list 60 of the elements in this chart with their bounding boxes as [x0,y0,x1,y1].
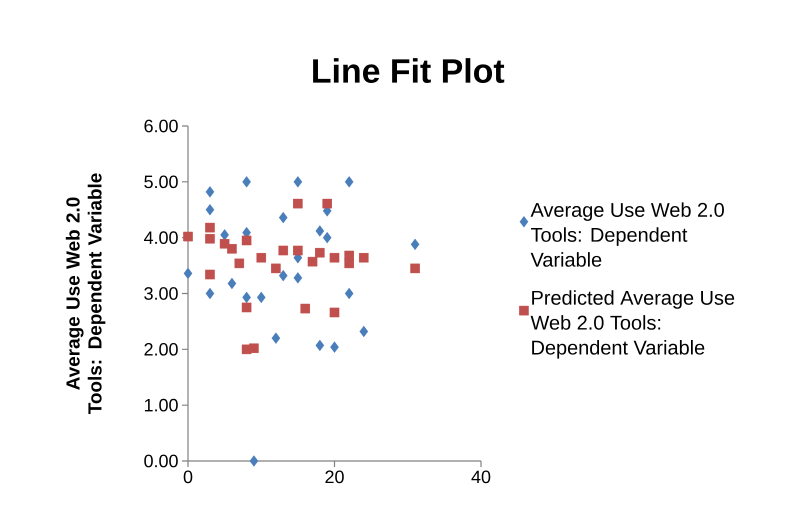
point [242,292,251,304]
point [300,304,310,314]
point [330,252,340,263]
y-tick-label: 1.00 [144,398,178,412]
point [242,302,252,312]
y-axis-title: Average Use Web 2.0 Tools: Dependent Variable [66,173,106,414]
point [256,252,266,263]
point [322,198,332,208]
legend-label: Predicted Average Use Web 2.0 Tools: Dependent Variable [530,290,734,359]
point [205,234,215,244]
legend-label: Average Use Web 2.0 Tools: Dependent Variable [530,202,724,267]
point [271,264,281,274]
point [344,176,354,188]
point [205,270,215,280]
point [278,246,288,256]
point [294,272,302,284]
point [183,232,193,242]
point [293,198,303,208]
point [272,332,280,344]
point [227,244,237,254]
point [410,264,420,274]
x-tick-label: 0 [184,470,192,484]
point [344,258,354,268]
chart-title: Line Fit Plot [313,58,504,83]
point [278,212,288,224]
point [316,340,324,352]
point [205,222,215,232]
point [249,343,259,354]
point [184,268,192,280]
point [308,256,318,266]
point [293,246,303,256]
y-tick-label: 0.00 [144,454,178,468]
point [330,341,339,353]
point [206,288,214,300]
point [410,238,420,250]
x-tick-label: 20 [325,470,344,484]
y-tick-label: 2.00 [144,342,178,356]
point [228,278,236,290]
x-tick-label: 40 [471,470,490,484]
point [234,258,244,268]
point [278,270,288,282]
point [206,204,214,216]
point [220,229,229,241]
point [206,186,214,198]
point [242,236,252,246]
point [359,252,369,263]
point [330,308,340,318]
y-tick-label: 3.00 [144,287,178,300]
point [359,326,368,338]
point [344,288,354,300]
point [294,176,302,188]
point [316,225,324,237]
point [322,232,332,244]
point [256,292,266,304]
point [242,176,251,188]
y-tick-label: 6.00 [144,120,178,132]
y-tick-label: 5.00 [144,175,178,188]
y-tick-label: 4.00 [144,231,178,244]
point [315,248,325,258]
point [250,455,258,467]
